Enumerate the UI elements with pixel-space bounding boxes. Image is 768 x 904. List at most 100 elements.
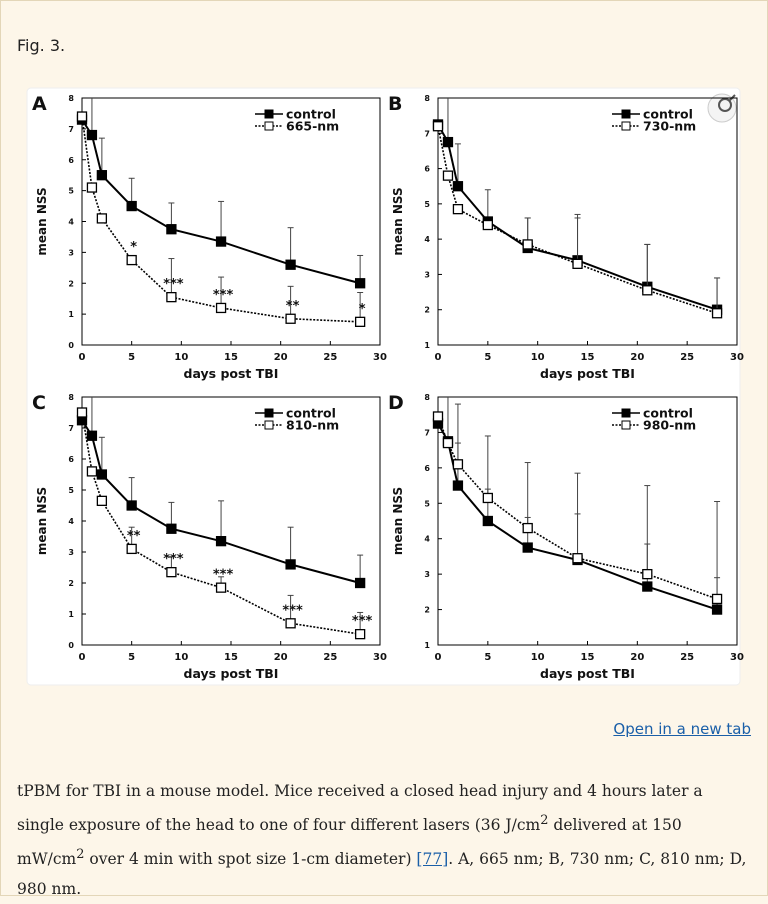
y-tick-label: 7 — [424, 428, 430, 437]
marker — [215, 236, 227, 247]
marker — [432, 121, 444, 132]
y-tick-label: 4 — [68, 517, 74, 526]
marker — [166, 291, 177, 303]
x-tick-label: 30 — [373, 652, 387, 663]
x-tick-label: 5 — [128, 652, 135, 663]
x-tick-label: 5 — [128, 352, 135, 363]
legend-label: control — [286, 107, 336, 122]
x-axis-label: days post TBI — [540, 366, 635, 381]
y-tick-label: 1 — [68, 610, 74, 619]
marker — [452, 181, 464, 192]
legend-marker — [621, 408, 631, 418]
marker — [452, 459, 464, 470]
x-tick-label: 10 — [174, 352, 188, 363]
marker — [96, 469, 108, 480]
y-tick-label: 0 — [68, 341, 74, 350]
superscript: 2 — [540, 813, 549, 828]
y-tick-label: 7 — [68, 125, 74, 134]
y-tick-label: 8 — [424, 393, 430, 402]
x-tick-label: 5 — [484, 652, 491, 663]
y-tick-label: 6 — [424, 165, 430, 174]
significance-mark: *** — [163, 552, 184, 567]
marker — [215, 302, 227, 314]
x-tick-label: 10 — [531, 352, 545, 363]
y-tick-label: 5 — [68, 187, 74, 196]
marker — [285, 559, 296, 570]
x-tick-label: 30 — [730, 352, 744, 363]
y-tick-label: 4 — [424, 235, 430, 244]
marker — [432, 411, 444, 422]
y-tick-label: 3 — [68, 548, 74, 557]
y-tick-label: 1 — [424, 641, 430, 650]
y-tick-label: 3 — [424, 270, 430, 279]
y-tick-label: 3 — [68, 248, 74, 257]
figure-caption: tPBM for TBI in a mouse model. Mice rece… — [17, 776, 747, 904]
significance-mark: *** — [282, 603, 303, 618]
legend-label: 665-nm — [286, 119, 339, 134]
y-tick-label: 5 — [424, 499, 430, 508]
marker — [442, 437, 454, 449]
legend-label: control — [643, 406, 693, 421]
y-tick-label: 8 — [424, 94, 430, 103]
marker — [354, 577, 366, 589]
marker — [126, 500, 137, 511]
marker — [215, 536, 227, 547]
zoom-icon[interactable] — [707, 93, 737, 123]
marker — [354, 316, 366, 327]
y-tick-label: 6 — [424, 464, 430, 473]
panel-label: C — [32, 392, 46, 414]
marker — [442, 170, 454, 181]
legend-marker — [264, 408, 274, 418]
y-tick-label: 6 — [68, 455, 74, 464]
marker — [76, 407, 88, 418]
significance-mark: ** — [127, 529, 141, 544]
reference-link[interactable]: [77] — [416, 850, 449, 869]
marker — [96, 170, 108, 181]
legend-marker — [621, 109, 631, 119]
x-tick-label: 0 — [79, 652, 86, 663]
marker — [86, 182, 98, 193]
significance-mark: * — [359, 302, 366, 317]
series-line — [81, 119, 361, 285]
x-tick-label: 25 — [680, 652, 694, 663]
x-tick-label: 20 — [274, 652, 288, 663]
figure-background — [26, 87, 741, 686]
marker — [166, 224, 177, 235]
marker — [522, 522, 533, 534]
y-tick-label: 1 — [68, 310, 74, 319]
significance-mark: * — [130, 240, 137, 255]
legend-label: 980-nm — [643, 418, 696, 433]
marker — [711, 308, 723, 319]
x-tick-label: 25 — [323, 652, 337, 663]
y-tick-label: 1 — [424, 341, 430, 350]
panel: B 1 2 3 4 5 6 7 8 0 5 10 15 20 25 30 days post TBI mean N… — [388, 93, 744, 381]
marker — [572, 258, 583, 269]
series-line — [81, 419, 361, 584]
x-tick-label: 30 — [373, 352, 387, 363]
marker — [482, 515, 493, 527]
marker — [522, 239, 533, 250]
y-axis-label: mean NSS — [391, 187, 405, 255]
x-axis-label: days post TBI — [540, 666, 635, 681]
marker — [285, 259, 296, 270]
x-tick-label: 0 — [435, 352, 442, 363]
marker — [96, 213, 108, 224]
y-tick-label: 2 — [424, 306, 430, 315]
x-axis-label: days post TBI — [184, 666, 279, 681]
significance-mark: *** — [352, 614, 373, 629]
marker — [86, 430, 98, 441]
marker — [96, 495, 108, 507]
marker — [76, 111, 88, 122]
x-axis-label: days post TBI — [184, 366, 279, 381]
caption-text: delivered at 150 mW/cm — [17, 816, 682, 869]
marker — [482, 219, 493, 231]
marker — [642, 285, 653, 296]
x-tick-label: 10 — [531, 652, 545, 663]
y-tick-label: 8 — [68, 393, 74, 402]
series-line — [437, 423, 718, 611]
significance-mark: *** — [163, 277, 184, 292]
y-axis-label: mean NSS — [391, 487, 405, 555]
open-new-tab-link[interactable]: Open in a new tab — [613, 720, 751, 738]
y-axis-label: mean NSS — [35, 187, 49, 255]
